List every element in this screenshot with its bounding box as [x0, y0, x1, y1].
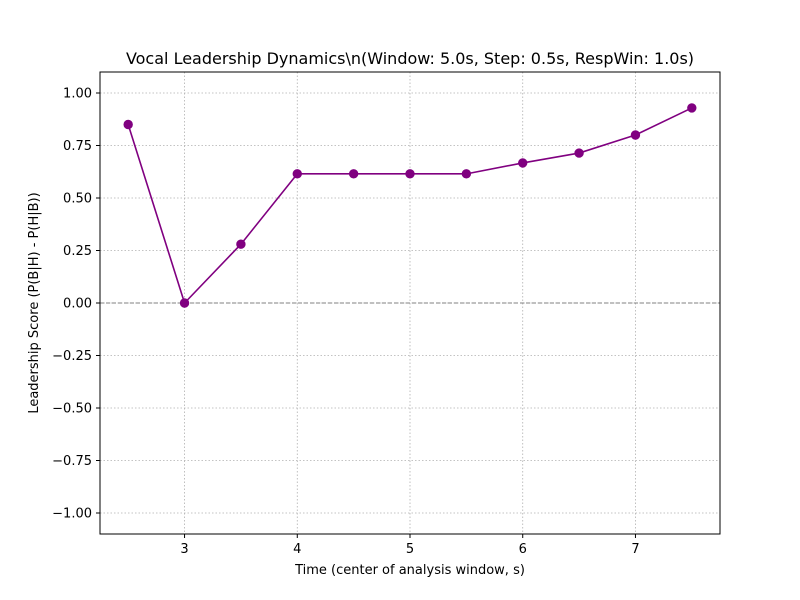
data-point	[630, 130, 641, 140]
y-tick-label: 0.00	[63, 297, 92, 312]
x-tick-label: 7	[631, 542, 639, 557]
x-tick-label: 5	[406, 542, 414, 557]
chart-title: Vocal Leadership Dynamics\n(Window: 5.0s…	[126, 49, 694, 68]
y-tick-label: −0.25	[52, 349, 92, 364]
y-axis-label: Leadership Score (P(B|H) - P(H|B))	[27, 192, 42, 413]
data-point	[292, 169, 302, 179]
ticks: 3 4 5 6 7 −1.00 −0.75 −0.50 −0.25 0.00 0.25 0.50 0.7…	[52, 87, 639, 558]
x-tick-label: 3	[180, 542, 188, 557]
data-point	[348, 169, 359, 179]
x-tick-label: 4	[293, 542, 301, 557]
data-point	[687, 103, 697, 113]
x-tick-label: 6	[519, 542, 527, 557]
series-group	[123, 103, 697, 308]
data-point	[461, 169, 472, 179]
y-tick-label: −0.50	[52, 402, 92, 417]
y-tick-label: 0.25	[63, 244, 92, 259]
y-tick-label: −0.75	[52, 454, 92, 469]
y-tick-label: −1.00	[52, 507, 92, 522]
data-point	[236, 239, 246, 249]
data-point	[405, 169, 415, 179]
data-point	[179, 298, 190, 308]
y-tick-label: 0.75	[63, 139, 92, 154]
x-axis-label: Time (center of analysis window, s)	[294, 563, 525, 578]
y-tick-label: 1.00	[63, 87, 92, 102]
data-point	[123, 119, 133, 130]
data-point	[518, 158, 528, 168]
y-tick-label: 0.50	[63, 192, 92, 207]
data-point	[574, 148, 584, 158]
